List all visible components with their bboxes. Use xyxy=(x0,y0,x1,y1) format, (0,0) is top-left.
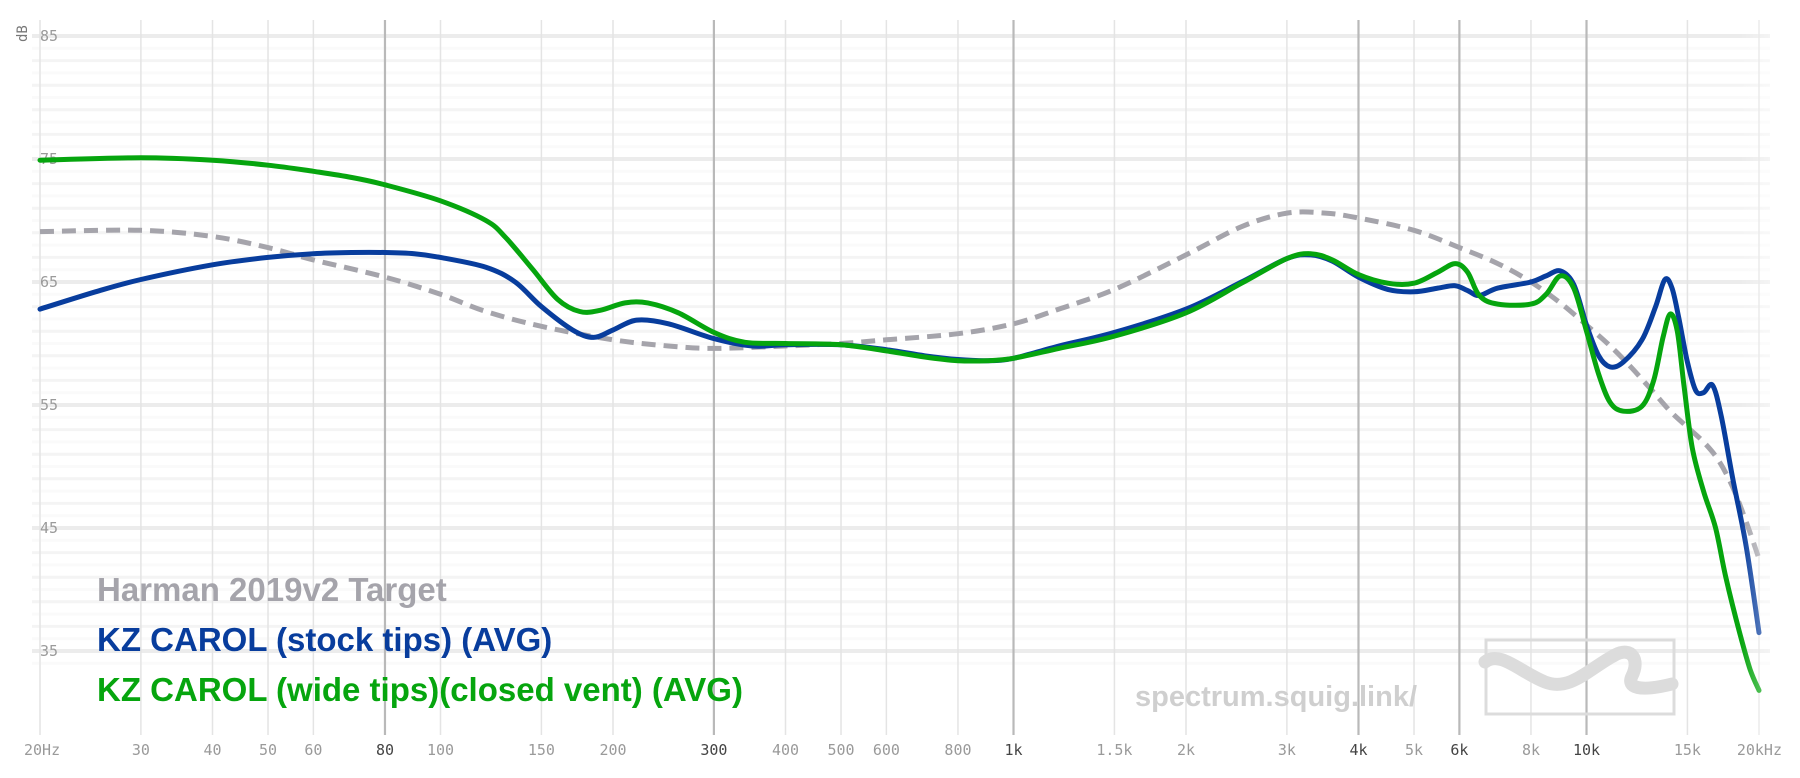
x-tick-label: 400 xyxy=(772,741,799,759)
y-tick-label: 35 xyxy=(40,642,58,660)
x-tick-label: 800 xyxy=(944,741,971,759)
x-tick-label: 300 xyxy=(700,741,727,759)
x-tick-label: 4k xyxy=(1349,741,1367,759)
curves xyxy=(37,155,1762,693)
legend-entry: KZ CAROL (stock tips) (AVG) xyxy=(97,621,552,658)
x-tick-label: 6k xyxy=(1450,741,1468,759)
x-tick-label: 150 xyxy=(528,741,555,759)
x-tick-label: 500 xyxy=(827,741,854,759)
x-tick-label: 3k xyxy=(1278,741,1296,759)
squiglink-logo-frame xyxy=(1484,638,1676,716)
squiglink-logo-icon xyxy=(1478,645,1679,695)
x-tick-label: 2k xyxy=(1177,741,1195,759)
x-tick-label: 20kHz xyxy=(1737,741,1782,759)
x-tick-label: 600 xyxy=(873,741,900,759)
legend-entry: Harman 2019v2 Target xyxy=(97,571,447,608)
x-tick-label: 15k xyxy=(1674,741,1701,759)
x-tick-label: 40 xyxy=(203,741,221,759)
x-tick-label: 30 xyxy=(132,741,150,759)
x-tick-label: 1k xyxy=(1004,741,1022,759)
x-tick-label: 1.5k xyxy=(1096,741,1132,759)
watermark: spectrum.squig.link/ xyxy=(1135,638,1679,716)
y-axis-label: dB xyxy=(15,25,31,42)
y-tick-label: 85 xyxy=(40,27,58,45)
y-tick-label: 55 xyxy=(40,396,58,414)
curve-harman-2019v2-target xyxy=(39,209,1762,560)
x-tick-label: 80 xyxy=(376,741,394,759)
x-tick-label: 100 xyxy=(427,741,454,759)
x-tick-label: 20Hz xyxy=(24,741,60,759)
horizontal-gridlines xyxy=(32,34,1770,665)
x-tick-label: 10k xyxy=(1573,741,1600,759)
x-tick-label: 5k xyxy=(1405,741,1423,759)
watermark-text: spectrum.squig.link/ xyxy=(1135,681,1417,713)
legend-entry: KZ CAROL (wide tips)(closed vent) (AVG) xyxy=(97,671,743,708)
x-axis-tick-labels: 20Hz 30 40 50 60 80 100 150 200 300 400 500 600 800 1k… xyxy=(24,741,1782,759)
right-edge-fade xyxy=(1740,20,1800,740)
x-tick-label: 50 xyxy=(259,741,277,759)
legend: Harman 2019v2 Target KZ CAROL (stock tips… xyxy=(97,571,743,708)
y-tick-label: 45 xyxy=(40,519,58,537)
x-tick-label: 200 xyxy=(599,741,626,759)
y-tick-label: 65 xyxy=(40,273,58,291)
x-tick-label: 60 xyxy=(304,741,322,759)
x-tick-label: 8k xyxy=(1522,741,1540,759)
curve-kz-carol-wide-tips-closed-vent-avg xyxy=(37,155,1762,693)
